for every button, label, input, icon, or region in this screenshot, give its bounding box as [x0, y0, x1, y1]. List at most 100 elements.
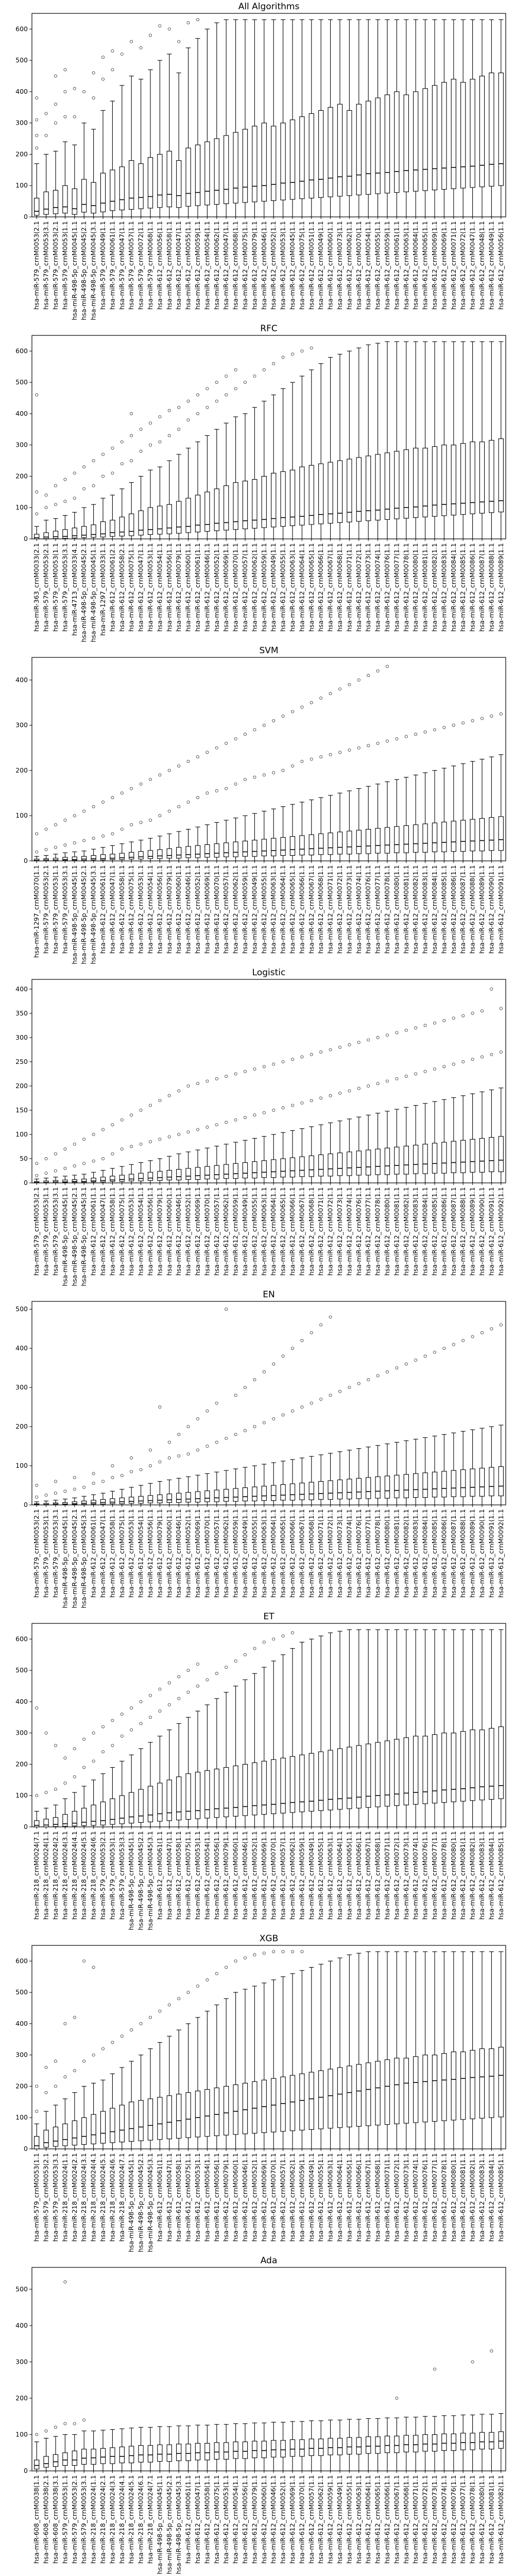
- outlier-point: [310, 1053, 313, 1056]
- box-18: [195, 18, 201, 217]
- outlier-point: [225, 1308, 228, 1311]
- x-tick-label: hsa-miR-612_crnM0087(1.1: [450, 1509, 457, 1598]
- outlier-point: [243, 1070, 247, 1073]
- outlier-point: [385, 1370, 389, 1374]
- box-13: [147, 421, 153, 539]
- box-25: [261, 19, 267, 217]
- outlier-point: [300, 759, 304, 763]
- outlier-point: [148, 1140, 152, 1144]
- box-29: [299, 1338, 305, 1505]
- x-tick-label: hsa-miR-612_crnM0066(1.1: [288, 1509, 296, 1598]
- outlier-point: [452, 1343, 455, 1346]
- outlier-point: [215, 789, 218, 792]
- box-body: [129, 1174, 134, 1181]
- outlier-point: [120, 791, 124, 795]
- x-tick-label: hsa-miR-612_crnM0046(1.1: [203, 543, 211, 632]
- outlier-point: [300, 1055, 304, 1059]
- outlier-point: [63, 843, 67, 847]
- outlier-point: [148, 2015, 152, 2019]
- box-37: [375, 19, 381, 217]
- y-tick-label: 200: [15, 2394, 28, 2402]
- box-32: [328, 357, 333, 539]
- outlier-point: [234, 1659, 237, 1663]
- box-5: [72, 1747, 77, 1827]
- box-body: [299, 466, 305, 526]
- outlier-point: [243, 1115, 247, 1120]
- x-tick-label: hsa-miR-612_crnM0063(1.1: [260, 1509, 268, 1598]
- outlier-point: [120, 1713, 124, 1716]
- box-41: [413, 1629, 419, 1827]
- outlier-point: [310, 1401, 313, 1405]
- box-body: [347, 2437, 352, 2455]
- outlier-point: [44, 1731, 48, 1735]
- box-body: [347, 110, 352, 196]
- outlier-point: [35, 2110, 39, 2113]
- outlier-point: [234, 1959, 237, 1963]
- box-body: [204, 2443, 210, 2461]
- box-30: [308, 346, 314, 539]
- box-42: [422, 341, 428, 539]
- box-body: [289, 120, 296, 200]
- x-tick-label: hsa-miR-612_crnM0074(1.1: [411, 2153, 419, 2242]
- outlier-point: [63, 1781, 67, 1785]
- x-tick-label: hsa-miR-612_crnM0046(1.1: [184, 865, 192, 954]
- outlier-point: [130, 434, 133, 437]
- box-body: [289, 1756, 296, 1813]
- box-body: [34, 534, 40, 539]
- y-tick-label: 0: [24, 1179, 28, 1187]
- box-50: [498, 341, 504, 539]
- x-tick-label: hsa-miR-612_crnM0089(1.1: [497, 543, 505, 632]
- outlier-point: [73, 2015, 76, 2019]
- outlier-point: [130, 823, 133, 826]
- box-body: [432, 822, 438, 852]
- box-1: [34, 832, 40, 861]
- box-31: [318, 363, 324, 539]
- box-body: [441, 82, 447, 190]
- x-tick-label: hsa-miR-612_crnM0062(1.1: [222, 1187, 230, 1276]
- x-tick-label: hsa-miR-612_crnM0074(1.1: [411, 1831, 419, 1920]
- box-29: [299, 1055, 305, 1183]
- box-12: [138, 1700, 144, 1827]
- box-42: [422, 1354, 428, 1505]
- box-body: [147, 2445, 153, 2463]
- outlier-point: [130, 1113, 133, 1117]
- x-tick-label: hsa-miR-612_crnM0056(1.1: [497, 221, 505, 310]
- outlier-point: [205, 387, 209, 391]
- outlier-point: [82, 1766, 86, 1769]
- x-tick-label: hsa-miR-608_crnM0038(3.1: [52, 2475, 59, 2564]
- x-tick-label: hsa-miR-612_crnM0073(1.1: [364, 543, 372, 632]
- outlier-point: [186, 1084, 190, 1088]
- outlier-point: [272, 1062, 276, 1066]
- box-42: [422, 1024, 428, 1183]
- x-tick-label: hsa-miR-612_crnM0074(1.1: [374, 543, 382, 632]
- x-tick-label: hsa-miR-612_crnM0081(1.1: [402, 865, 410, 954]
- outlier-point: [101, 800, 105, 804]
- x-tick-label: hsa-miR-612_crnM0046(1.1: [175, 1187, 182, 1276]
- x-tick-label: hsa-miR-579_crnM0053(3.1: [52, 1509, 59, 1598]
- box-body: [81, 526, 87, 538]
- box-25: [261, 1370, 267, 1505]
- panel-rfc: RFC0100200300400500600hsa-miR-363_crnM00…: [15, 324, 506, 642]
- x-tick-label: hsa-miR-579_crnM0072(1.1: [137, 221, 145, 310]
- y-tick-label: 600: [15, 1957, 28, 1964]
- x-tick-label: hsa-miR-612_crnM0071(1.1: [383, 1831, 391, 1920]
- outlier-point: [186, 1669, 190, 1672]
- box-49: [489, 715, 494, 861]
- box-31: [318, 1963, 324, 2149]
- outlier-point: [92, 1132, 95, 1137]
- outlier-point: [63, 2280, 67, 2284]
- x-tick-label: hsa-miR-612_crnM0088(1.1: [459, 1187, 467, 1276]
- x-tick-label: hsa-miR-612_crnM0062(1.1: [250, 543, 258, 632]
- x-tick-label: hsa-miR-579_crnM0061(1.1: [108, 221, 116, 310]
- box-33: [337, 1045, 343, 1183]
- outlier-point: [158, 1687, 162, 1691]
- box-body: [308, 1753, 314, 1812]
- box-body: [233, 841, 238, 857]
- x-tick-label: hsa-miR-579_crnM0053(3.1: [52, 1187, 59, 1276]
- x-tick-label: hsa-miR-498-5p_crnM0045(2.1: [80, 221, 88, 320]
- x-tick-label: hsa-miR-612_crnM0049(1.1: [250, 865, 258, 954]
- box-body: [110, 2108, 115, 2143]
- x-tick-label: hsa-miR-612_crnM0064(1.1: [269, 1509, 277, 1598]
- x-tick-label: hsa-miR-612_crnM0080(1.1: [450, 2153, 457, 2242]
- box-body: [422, 1736, 428, 1804]
